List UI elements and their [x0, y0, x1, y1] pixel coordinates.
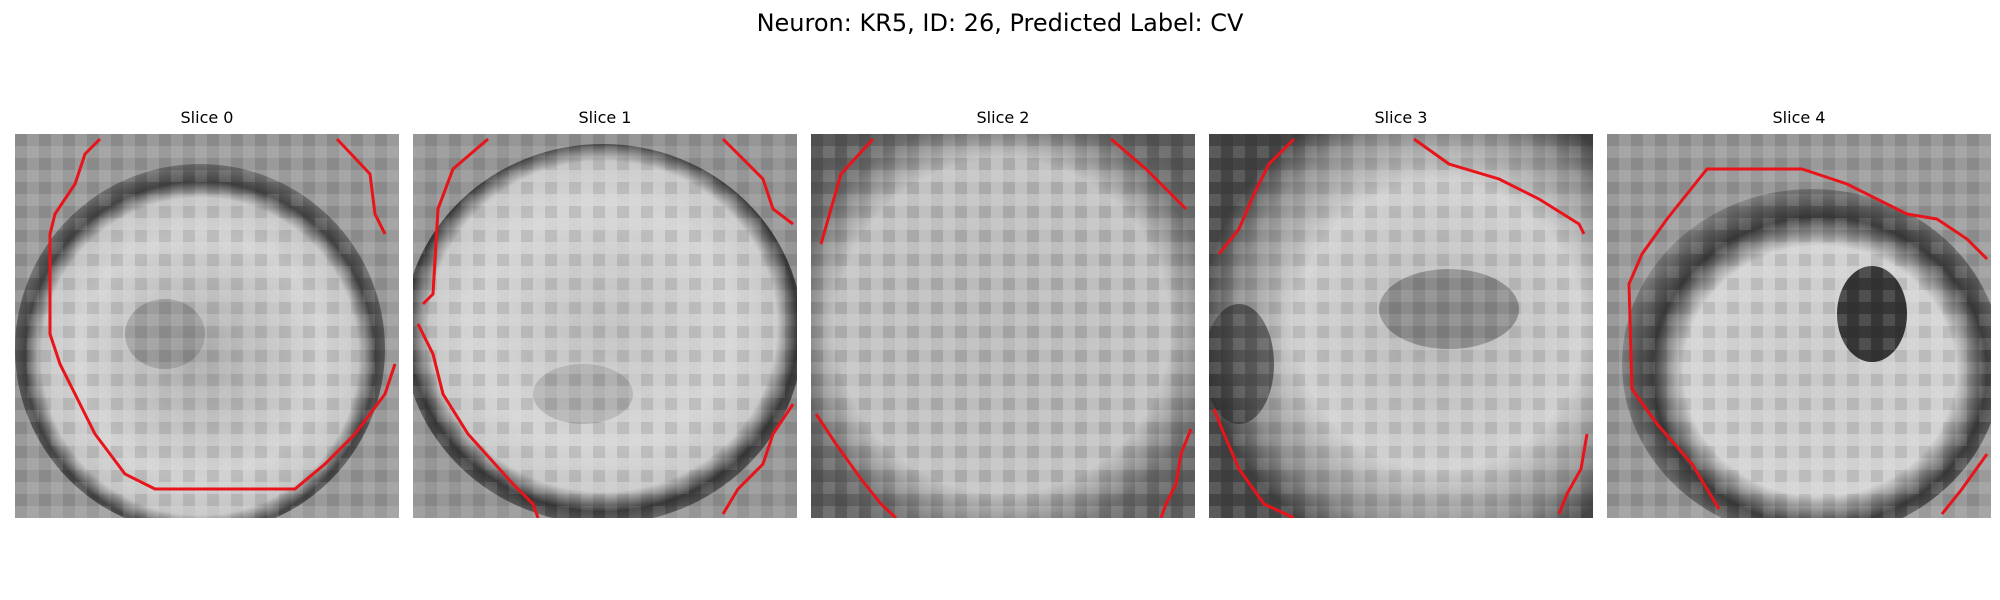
slice-image-0: [15, 134, 399, 518]
slice-panel-1: Slice 1: [413, 108, 797, 518]
slice-image-2: [811, 134, 1195, 518]
slice-image-4: [1607, 134, 1991, 518]
figure-title: Neuron: KR5, ID: 26, Predicted Label: CV: [756, 9, 1244, 37]
contour-line-3: [1217, 137, 1296, 255]
contour-line-2: [819, 137, 875, 245]
slice-title-0: Slice 0: [180, 108, 234, 127]
contour-line-4: [1627, 167, 1989, 510]
slice-panel-3: Slice 3: [1209, 108, 1593, 518]
contour-line-0: [48, 137, 397, 491]
contour-line-1: [421, 137, 489, 306]
slice-image-3: [1209, 134, 1593, 518]
slice-panel-4: Slice 4: [1607, 108, 1991, 518]
slice-panel-2: Slice 2: [811, 108, 1195, 518]
slice-title-1: Slice 1: [578, 108, 632, 127]
slice-title-2: Slice 2: [976, 108, 1030, 127]
slice-title-4: Slice 4: [1772, 108, 1826, 127]
slice-image-1: [413, 134, 797, 518]
slice-title-3: Slice 3: [1374, 108, 1428, 127]
slice-panel-0: Slice 0: [15, 108, 399, 518]
